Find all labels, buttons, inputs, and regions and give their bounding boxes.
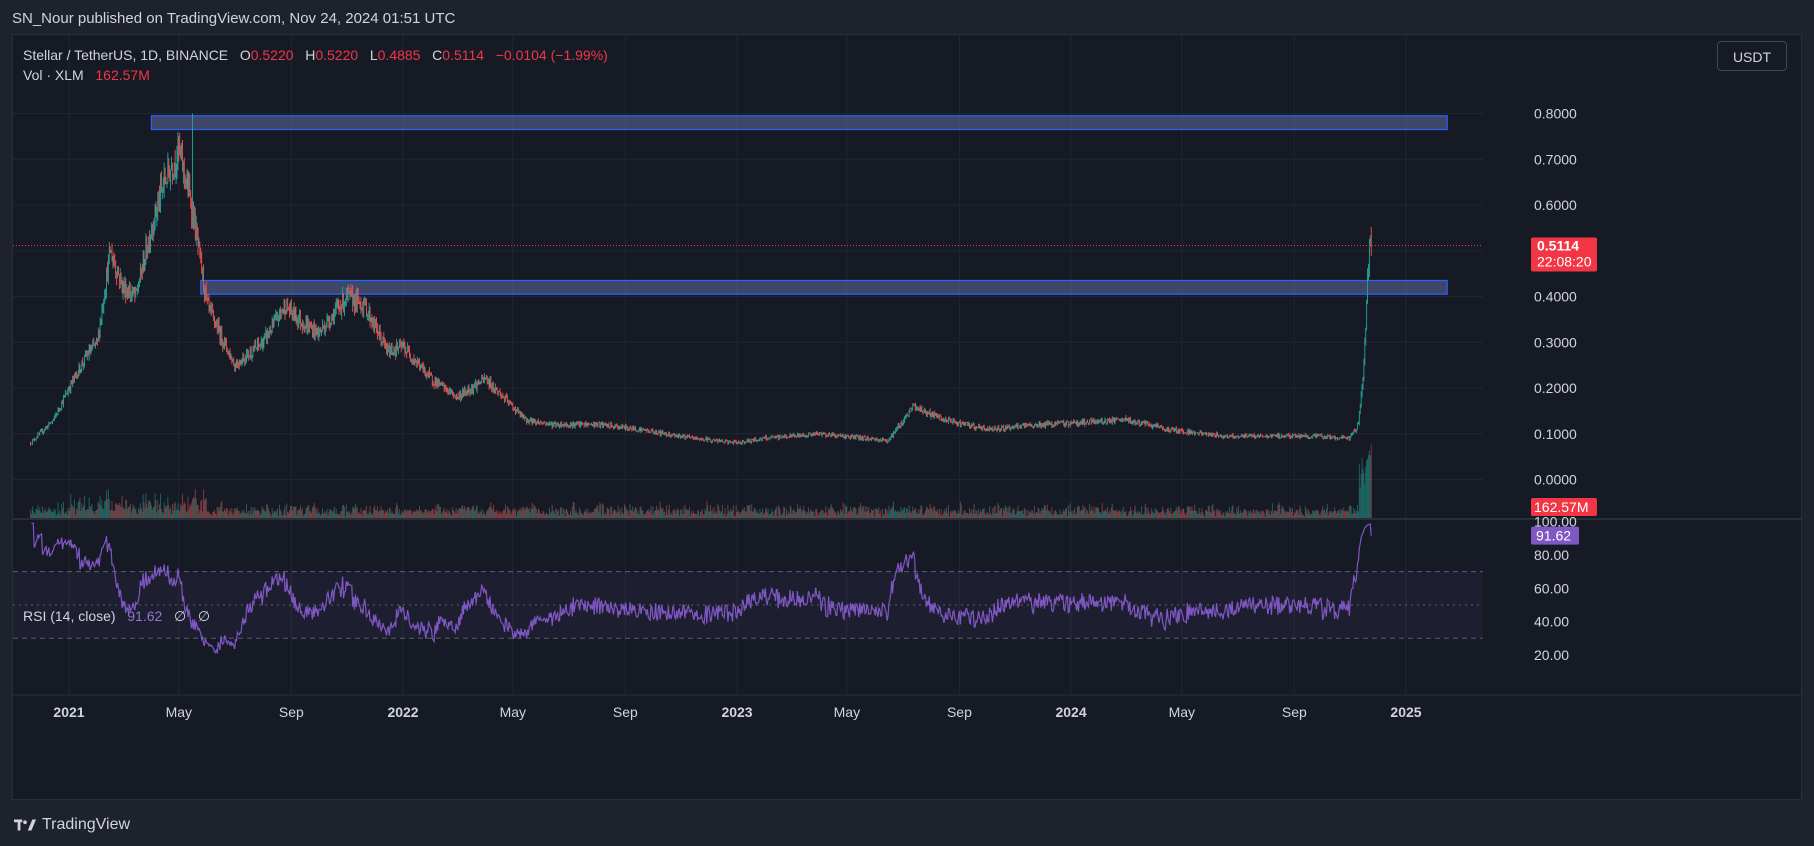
low-label: L bbox=[369, 47, 378, 63]
time-tick-label: May bbox=[1169, 704, 1195, 720]
rsi-badge bbox=[1531, 526, 1579, 545]
price-axis: 0.80000.70000.60000.50000.40000.30000.20… bbox=[1531, 106, 1597, 663]
rsi-badge-text: 91.62 bbox=[1536, 528, 1571, 544]
high-label: H bbox=[305, 47, 316, 63]
time-tick-label: 2024 bbox=[1055, 704, 1086, 720]
time-tick-label: 2025 bbox=[1390, 704, 1421, 720]
time-tick-label: 2021 bbox=[53, 704, 84, 720]
published-info: SN_Nour published on TradingView.com, No… bbox=[12, 10, 456, 27]
rsi-tick-label: 80.00 bbox=[1534, 547, 1569, 563]
time-tick-label: Sep bbox=[947, 704, 972, 720]
price-candles bbox=[30, 113, 1372, 446]
price-tick-label: 0.8000 bbox=[1534, 106, 1577, 122]
tradingview-brand[interactable]: TradingView bbox=[14, 816, 130, 834]
time-axis: 2021 May Sep 2022 May Sep 2023 May Sep 2024 May Sep… bbox=[53, 704, 1421, 720]
price-tick-label: 0.2000 bbox=[1534, 380, 1577, 396]
rsi-extra-2: ∅ bbox=[197, 608, 211, 624]
time-tick-label: 2023 bbox=[721, 704, 752, 720]
chart-container[interactable]: 0.80000.70000.60000.50000.40000.30000.20… bbox=[12, 34, 1802, 800]
rsi-tick-label: 60.00 bbox=[1534, 580, 1569, 596]
time-tick-label: 2022 bbox=[387, 704, 418, 720]
countdown-badge-text: 22:08:20 bbox=[1537, 254, 1592, 270]
rsi-tick-label: 40.00 bbox=[1534, 614, 1569, 630]
time-tick-label: May bbox=[500, 704, 526, 720]
price-tick-label: 0.4000 bbox=[1534, 289, 1577, 305]
time-tick-label: Sep bbox=[613, 704, 638, 720]
close-value: 0.5114 bbox=[442, 47, 485, 63]
support-resistance-zones bbox=[150, 115, 1448, 295]
rsi-value: 91.62 bbox=[127, 608, 163, 624]
price-tick-label: 0.3000 bbox=[1534, 334, 1577, 350]
time-tick-label: Sep bbox=[1282, 704, 1307, 720]
rsi-line bbox=[31, 522, 1372, 654]
time-tick-label: May bbox=[834, 704, 860, 720]
time-tick-label: May bbox=[166, 704, 192, 720]
close-label: C bbox=[432, 47, 443, 63]
brand-name: TradingView bbox=[42, 816, 131, 833]
high-value: 0.5220 bbox=[315, 47, 359, 63]
change-value: −0.0104 (−1.99%) bbox=[495, 47, 608, 63]
chart-canvas[interactable]: 0.80000.70000.60000.50000.40000.30000.20… bbox=[13, 35, 1801, 799]
ohlc-legend-row: Stellar / TetherUS, 1D, BINANCE O0.5220 … bbox=[23, 45, 608, 65]
rsi-label[interactable]: RSI (14, close) bbox=[23, 608, 116, 624]
rsi-tick-label: 100.00 bbox=[1534, 514, 1577, 530]
symbol-name[interactable]: Stellar / TetherUS, 1D, BINANCE bbox=[23, 47, 229, 63]
currency-button[interactable]: USDT bbox=[1717, 41, 1787, 71]
open-value: 0.5220 bbox=[250, 47, 294, 63]
open-label: O bbox=[239, 47, 251, 63]
volume-value: 162.57M bbox=[95, 67, 150, 83]
price-tick-label: 0.1000 bbox=[1534, 426, 1577, 442]
volume-badge-text: 162.57M bbox=[1534, 499, 1588, 515]
price-tick-label: 0.7000 bbox=[1534, 151, 1577, 167]
last-price-badge bbox=[1531, 237, 1597, 272]
last-price-badge-text: 0.5114 bbox=[1537, 238, 1579, 254]
tradingview-logo-icon bbox=[14, 819, 36, 831]
rsi-legend: RSI (14, close) 91.62 ∅ ∅ bbox=[23, 608, 210, 625]
volume-bars bbox=[30, 444, 1372, 519]
volume-label[interactable]: Vol · XLM bbox=[23, 67, 84, 83]
low-value: 0.4885 bbox=[377, 47, 421, 63]
volume-legend-row: Vol · XLM 162.57M bbox=[23, 65, 608, 85]
price-tick-label: 0.6000 bbox=[1534, 197, 1577, 213]
symbol-legend: Stellar / TetherUS, 1D, BINANCE O0.5220 … bbox=[23, 45, 608, 85]
zone-box-1[interactable] bbox=[150, 115, 1448, 131]
price-tick-label: 0.0000 bbox=[1534, 472, 1577, 488]
time-tick-label: Sep bbox=[279, 704, 304, 720]
zone-box-2[interactable] bbox=[200, 279, 1448, 295]
rsi-pane bbox=[13, 522, 1483, 654]
rsi-tick-label: 20.00 bbox=[1534, 647, 1569, 663]
volume-badge bbox=[1531, 498, 1597, 516]
rsi-extra-1: ∅ bbox=[173, 608, 187, 624]
